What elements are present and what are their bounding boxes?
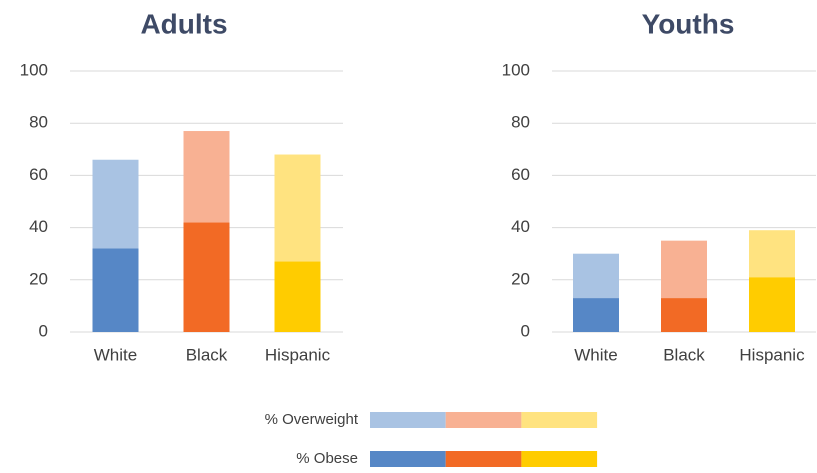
x-tick-label: Hispanic (739, 345, 805, 364)
bar-segment (749, 230, 795, 278)
y-tick-label: 60 (29, 165, 48, 184)
bar-segment (274, 154, 321, 262)
chart-title: Adults (140, 8, 227, 39)
y-tick-label: 80 (511, 113, 530, 132)
y-tick-label: 0 (39, 321, 48, 340)
y-tick-label: 100 (20, 60, 48, 79)
bar-segment (749, 277, 795, 332)
legend-label: % Obese (296, 450, 358, 467)
y-tick-label: 40 (511, 217, 530, 236)
chart-title: Youths (642, 8, 735, 39)
legend-swatch (445, 412, 522, 428)
x-tick-label: Hispanic (265, 345, 331, 364)
y-tick-label: 100 (502, 60, 530, 79)
legend-swatch (521, 412, 598, 428)
bar-segment (92, 248, 139, 332)
bar-segment (183, 131, 230, 223)
bar-segment (573, 253, 619, 299)
legend-swatch (521, 451, 598, 467)
y-tick-label: 60 (511, 165, 530, 184)
legend-swatch (445, 451, 522, 467)
y-tick-label: 40 (29, 217, 48, 236)
y-tick-label: 0 (521, 321, 530, 340)
x-tick-label: White (94, 345, 137, 364)
bar-segment (573, 298, 619, 332)
x-tick-label: Black (663, 345, 705, 364)
legend-swatch (370, 451, 446, 467)
y-tick-label: 80 (29, 113, 48, 132)
legend-label: % Overweight (265, 411, 359, 428)
y-tick-label: 20 (511, 269, 530, 288)
bar-segment (274, 261, 321, 332)
bar-segment (92, 159, 139, 249)
bar-segment (661, 298, 707, 332)
x-tick-label: Black (186, 345, 228, 364)
y-tick-label: 20 (29, 269, 48, 288)
legend-swatch (370, 412, 446, 428)
bar-segment (661, 240, 707, 299)
bar-segment (183, 222, 230, 332)
x-tick-label: White (574, 345, 617, 364)
